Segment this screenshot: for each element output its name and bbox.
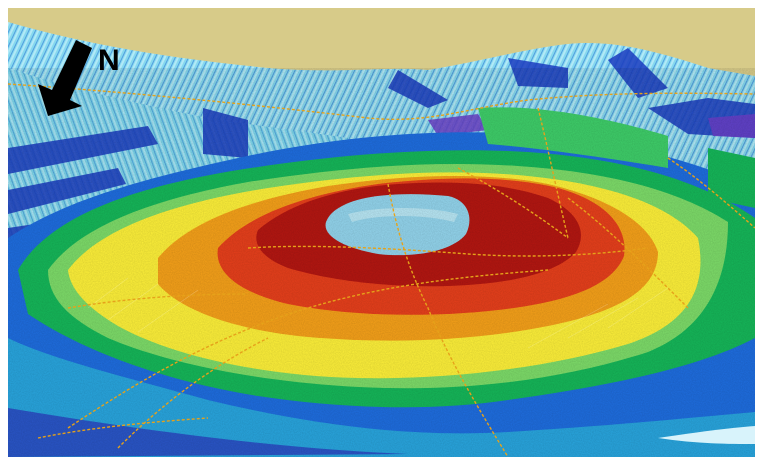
ship-tracklines	[8, 83, 755, 457]
north-arrow-icon: N	[38, 40, 120, 116]
bathymetry-3d-view[interactable]: N	[8, 8, 755, 457]
seafloor-highlight	[658, 426, 755, 444]
north-label: N	[98, 44, 120, 77]
slope-shading	[87, 277, 669, 349]
terrain-render: N	[8, 8, 755, 457]
